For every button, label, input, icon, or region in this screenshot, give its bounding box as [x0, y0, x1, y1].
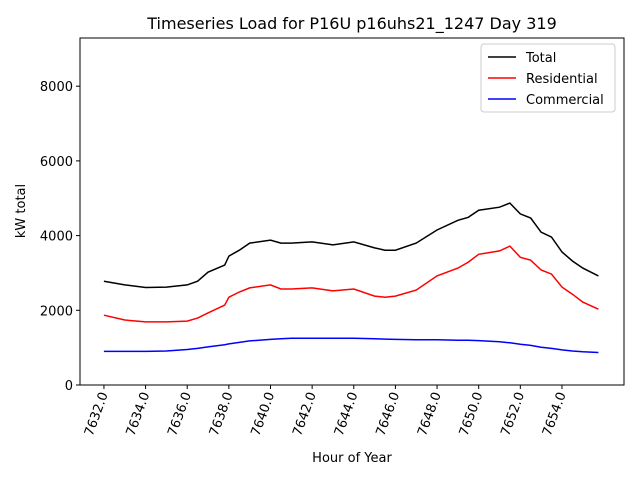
y-tick-label: 8000 [40, 80, 73, 95]
x-tick-label: 7652.0 [498, 390, 528, 438]
x-tick-label: 7642.0 [290, 390, 320, 438]
y-tick-label: 2000 [40, 304, 73, 319]
legend-box [480, 43, 616, 113]
chart-title: Timeseries Load for P16U p16uhs21_1247 D… [146, 14, 557, 34]
x-tick-label: 7632.0 [82, 390, 112, 438]
x-axis-label: Hour of Year [312, 451, 392, 466]
series-line-total [103, 202, 599, 289]
y-axis-ticks: 0 2000 4000 6000 8000 [40, 80, 80, 394]
plot-frame [79, 37, 625, 386]
x-tick-label: 7644.0 [332, 390, 362, 438]
legend-label-residential: Residential [526, 72, 598, 87]
x-tick-label: 7636.0 [165, 390, 195, 438]
legend: Total Residential Commercial [480, 43, 616, 113]
x-tick-label: 7638.0 [207, 390, 237, 438]
x-tick-label: 7646.0 [374, 390, 404, 438]
legend-label-commercial: Commercial [526, 93, 604, 108]
y-tick-label: 4000 [40, 230, 73, 245]
series-line-commercial [103, 337, 599, 354]
y-tick-label: 0 [65, 379, 73, 394]
y-tick-label: 6000 [40, 155, 73, 170]
x-tick-label: 7650.0 [457, 390, 487, 438]
series-layer [103, 202, 599, 354]
y-axis-label: kW total [14, 184, 29, 238]
x-tick-label: 7640.0 [249, 390, 279, 438]
x-tick-label: 7634.0 [124, 390, 154, 438]
x-axis-ticks: 7632.0 7634.0 7636.0 7638.0 7640.0 7642.0 7644… [82, 385, 570, 438]
legend-label-total: Total [525, 51, 556, 66]
x-tick-label: 7648.0 [415, 390, 445, 438]
series-line-residential [103, 245, 599, 323]
x-tick-label: 7654.0 [540, 390, 570, 438]
